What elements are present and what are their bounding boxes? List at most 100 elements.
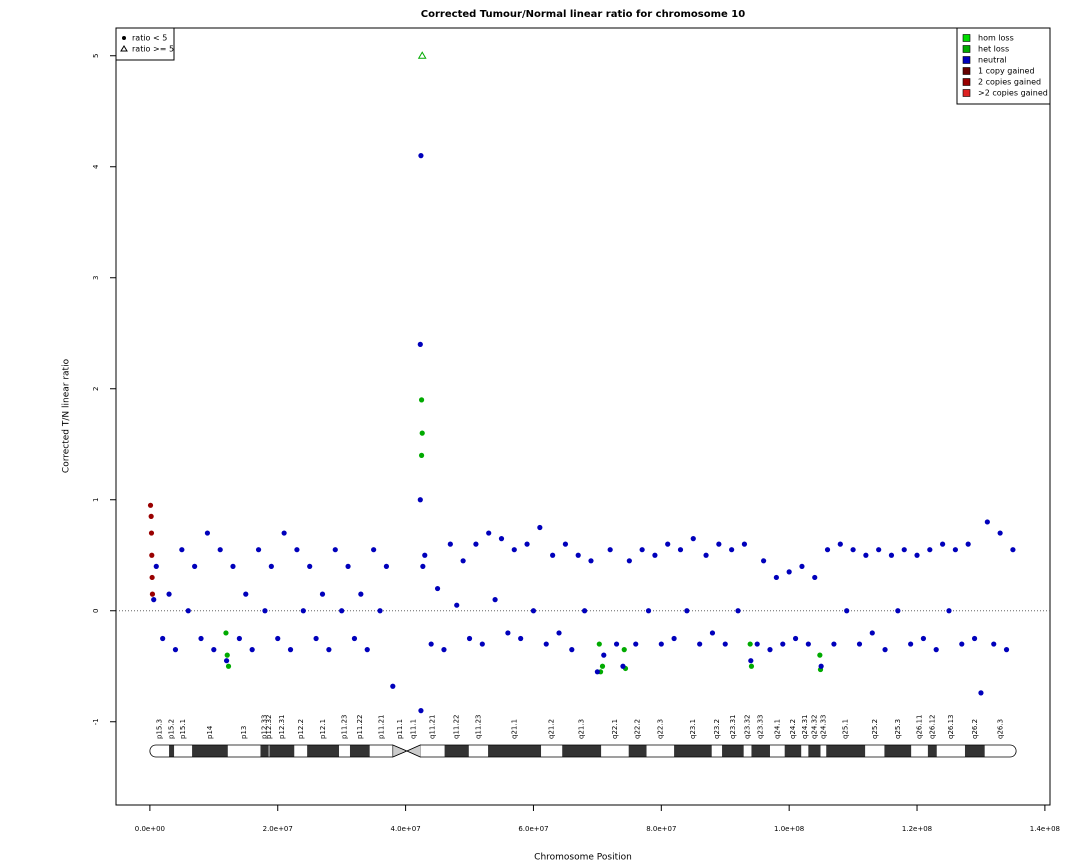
band-label: q24.32 <box>810 715 818 739</box>
data-point <box>569 647 575 653</box>
ideogram-band <box>269 745 295 757</box>
band-label: p11.1 <box>396 719 404 739</box>
data-point <box>677 547 684 553</box>
data-point <box>418 153 424 159</box>
data-point <box>148 530 155 536</box>
ideogram-band <box>349 745 370 757</box>
ideogram-band <box>801 745 809 757</box>
data-point <box>192 563 198 569</box>
data-point <box>799 563 805 569</box>
y-tick-label: 0 <box>92 609 100 613</box>
data-point <box>172 647 179 653</box>
band-label: q23.31 <box>729 715 737 739</box>
data-point <box>876 547 882 553</box>
data-point <box>748 658 754 664</box>
band-label: q24.33 <box>819 715 827 739</box>
ideogram-band <box>711 745 723 757</box>
data-point <box>434 585 441 592</box>
data-point <box>908 641 914 647</box>
x-tick-label: 4.0e+07 <box>390 825 420 833</box>
data-point <box>225 663 232 669</box>
band-label: q25.3 <box>894 719 902 739</box>
data-point <box>420 563 426 569</box>
data-point <box>613 641 620 647</box>
ideogram-band <box>820 745 827 757</box>
data-point <box>824 547 831 553</box>
data-point <box>492 597 498 603</box>
data-point <box>607 547 613 553</box>
data-point <box>703 552 709 558</box>
data-point <box>786 569 792 575</box>
data-point <box>326 647 332 653</box>
legend-swatch <box>962 34 971 42</box>
data-point <box>588 558 594 564</box>
data-point <box>735 608 741 614</box>
ideogram-band <box>174 745 193 757</box>
data-point <box>351 635 358 642</box>
legend-label: 2 copies gained <box>978 78 1041 87</box>
data-point <box>562 541 569 547</box>
band-label: p12.31 <box>278 715 286 739</box>
ideogram-band <box>601 745 629 757</box>
ideogram-band <box>488 745 542 757</box>
band-label: p15.3 <box>155 719 163 739</box>
data-point <box>543 641 549 647</box>
ideogram-band <box>751 745 770 757</box>
ideogram-band <box>769 745 785 757</box>
y-tick-label: 4 <box>92 164 100 169</box>
data-point <box>978 690 984 696</box>
band-label: q22.3 <box>656 719 664 739</box>
data-point <box>505 630 511 636</box>
data-point <box>294 547 300 553</box>
legend-label: neutral <box>978 56 1007 65</box>
data-point <box>869 630 875 636</box>
data-point <box>151 597 157 603</box>
y-tick-label: 3 <box>92 276 100 280</box>
data-point <box>971 635 978 642</box>
data-point <box>383 563 390 569</box>
data-point <box>596 641 602 647</box>
band-label: q23.2 <box>713 719 721 739</box>
data-point <box>281 530 287 536</box>
x-tick-label: 0.0e+00 <box>135 825 165 833</box>
data-point <box>262 608 268 614</box>
data-point <box>729 547 735 553</box>
data-point <box>204 530 211 536</box>
data-point <box>575 552 581 558</box>
data-point <box>621 647 627 653</box>
band-label: p13 <box>240 726 248 739</box>
data-point <box>147 502 154 508</box>
data-point <box>818 663 824 669</box>
data-point <box>888 552 895 558</box>
data-point <box>236 635 242 642</box>
data-point <box>418 397 425 403</box>
band-label: p11.21 <box>377 715 385 739</box>
ideogram-band <box>468 745 489 757</box>
ideogram-band <box>743 745 752 757</box>
ideogram-band <box>884 745 912 757</box>
data-point <box>773 574 779 581</box>
data-point <box>1003 647 1010 653</box>
data-point <box>620 663 626 669</box>
ideogram-band <box>646 745 675 757</box>
data-point <box>153 563 159 569</box>
data-point <box>243 591 249 597</box>
y-axis-label: Corrected T/N linear ratio <box>62 358 72 473</box>
data-point <box>454 602 460 608</box>
ideogram-band <box>808 745 821 757</box>
data-point <box>882 647 888 653</box>
band-label: q26.2 <box>971 719 979 739</box>
data-point <box>223 630 229 636</box>
legend-swatch <box>962 56 971 64</box>
ideogram-band <box>628 745 647 757</box>
band-label: q24.1 <box>773 719 781 739</box>
data-point <box>633 641 639 647</box>
data-point <box>997 530 1003 536</box>
legend-swatch <box>962 89 971 97</box>
data-point <box>831 641 837 647</box>
data-point <box>844 608 850 614</box>
legend-symbol <box>122 36 126 40</box>
data-point <box>313 635 319 642</box>
data-point <box>149 591 156 597</box>
